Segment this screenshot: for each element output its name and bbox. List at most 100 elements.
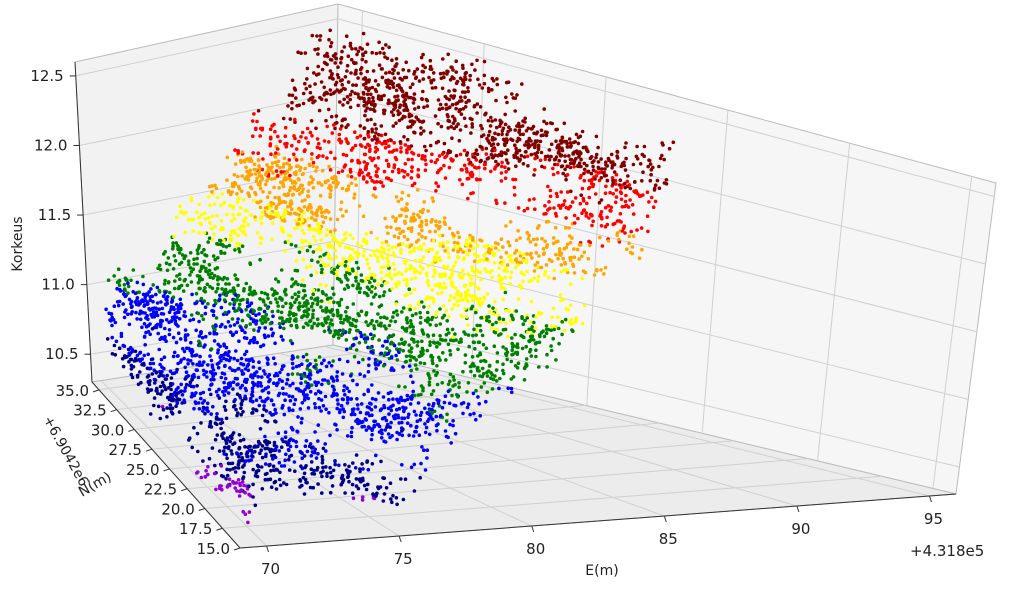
point (317, 154, 321, 158)
point (379, 409, 383, 413)
point (335, 273, 339, 277)
point (442, 282, 446, 286)
point (269, 450, 273, 454)
point (314, 392, 318, 396)
point (364, 168, 368, 172)
point (461, 268, 465, 272)
point (503, 201, 507, 205)
point (398, 348, 402, 352)
point (212, 254, 216, 258)
point (162, 408, 166, 412)
point (327, 38, 331, 42)
point (377, 391, 381, 395)
point (303, 82, 307, 86)
point (588, 196, 592, 200)
point (230, 219, 234, 223)
point (365, 460, 369, 464)
point (296, 226, 300, 230)
point (521, 280, 525, 284)
point (371, 96, 375, 100)
point (246, 521, 250, 525)
point (492, 79, 496, 83)
point (265, 179, 269, 183)
point (579, 135, 583, 139)
point (199, 221, 203, 225)
point (284, 302, 288, 306)
point (434, 324, 438, 328)
point (301, 278, 305, 282)
point (581, 322, 585, 326)
point (387, 144, 391, 148)
point (504, 176, 508, 180)
point (560, 333, 564, 337)
point (280, 311, 284, 315)
point (335, 428, 339, 432)
point (507, 125, 511, 129)
point (534, 327, 538, 331)
point (291, 439, 295, 443)
point (448, 423, 452, 427)
point (251, 376, 255, 380)
point (419, 462, 423, 466)
point (467, 158, 471, 162)
point (220, 464, 224, 468)
point (334, 329, 338, 333)
point (245, 324, 249, 328)
point (351, 237, 355, 241)
point (443, 142, 447, 146)
point (411, 390, 415, 394)
point (253, 163, 257, 167)
point (494, 246, 498, 250)
point (117, 267, 121, 271)
point (384, 133, 388, 137)
point (169, 403, 173, 407)
point (154, 293, 158, 297)
point (349, 93, 353, 97)
point (534, 355, 538, 359)
point (319, 207, 323, 211)
point (318, 147, 322, 151)
point (545, 243, 549, 247)
point (204, 335, 208, 339)
point (157, 289, 161, 293)
point (540, 151, 544, 155)
point (416, 344, 420, 348)
point (324, 321, 328, 325)
point (255, 319, 259, 323)
point (283, 249, 287, 253)
point (616, 150, 620, 154)
point (560, 165, 564, 169)
point (339, 61, 343, 65)
point (387, 98, 391, 102)
point (405, 92, 409, 96)
point (327, 382, 331, 386)
point (316, 370, 320, 374)
point (385, 159, 389, 163)
point (468, 236, 472, 240)
point (570, 322, 574, 326)
point (367, 370, 371, 374)
point (191, 374, 195, 378)
point (357, 314, 361, 318)
point (604, 185, 608, 189)
point (277, 160, 281, 164)
point (346, 141, 350, 145)
point (412, 332, 416, 336)
point (610, 206, 614, 210)
point (405, 268, 409, 272)
point (278, 140, 282, 144)
point (273, 408, 277, 412)
point (449, 294, 453, 298)
point (233, 323, 237, 327)
point (200, 267, 204, 271)
point (503, 276, 507, 280)
point (409, 395, 413, 399)
point (434, 86, 438, 90)
point (295, 445, 299, 449)
point (195, 210, 199, 214)
point (219, 243, 223, 247)
point (141, 275, 145, 279)
point (181, 347, 185, 351)
point (316, 439, 320, 443)
point (463, 307, 467, 311)
